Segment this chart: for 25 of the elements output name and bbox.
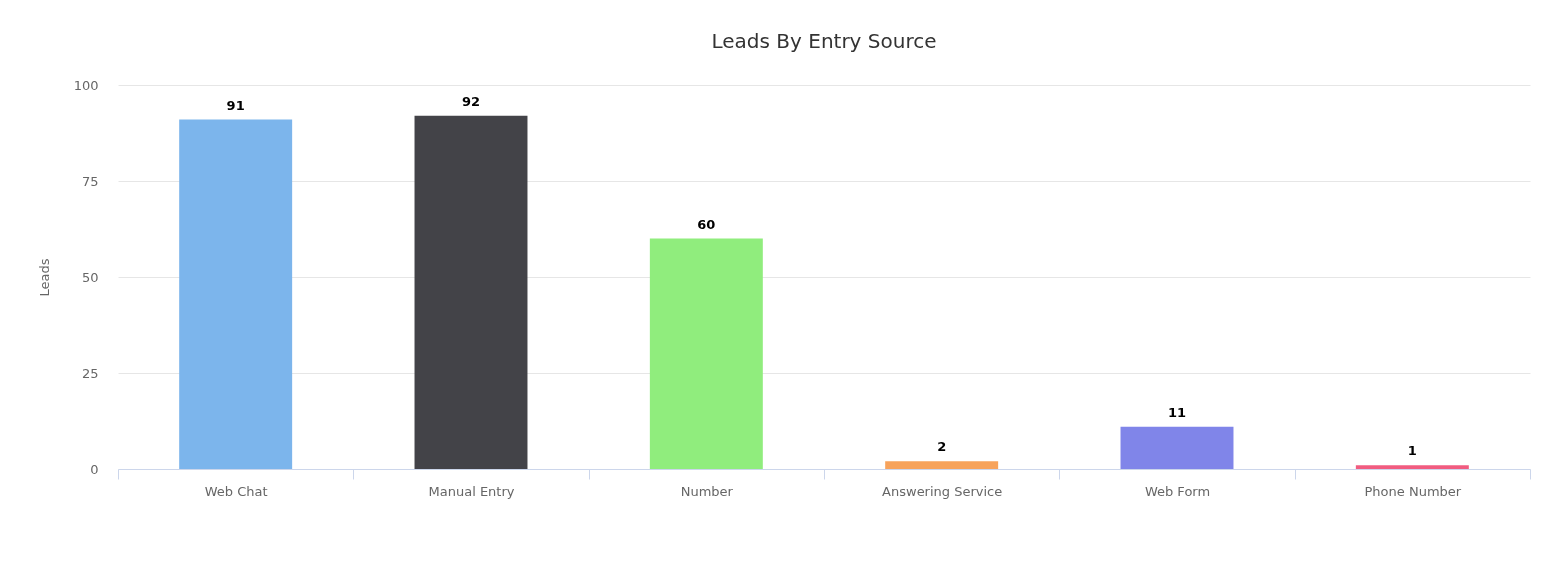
y-tick-label: 0 — [90, 461, 99, 477]
chart-title: Leads By Entry Source — [711, 29, 937, 53]
bar — [649, 238, 763, 469]
data-label: 2 — [937, 439, 947, 455]
y-axis-title: Leads — [36, 258, 52, 297]
x-tick-label: Manual Entry — [428, 483, 515, 499]
x-tick-label: Phone Number — [1364, 483, 1462, 499]
x-tick-label: Number — [680, 483, 734, 499]
x-tick-label: Web Chat — [204, 483, 268, 499]
data-label: 1 — [1407, 443, 1417, 459]
bar — [414, 115, 528, 469]
bar — [179, 119, 293, 469]
data-label: 60 — [697, 216, 716, 232]
data-label: 91 — [226, 97, 245, 113]
data-label: 11 — [1167, 404, 1187, 420]
y-tick-label: 50 — [81, 269, 99, 285]
x-tick-label: Web Form — [1144, 483, 1211, 499]
bar — [885, 461, 999, 469]
x-tick-label: Answering Service — [882, 483, 1003, 499]
y-tick-label: 75 — [81, 173, 99, 189]
bar — [1120, 426, 1234, 469]
y-tick-label: 100 — [73, 77, 99, 93]
data-label: 92 — [461, 93, 481, 109]
bar — [1355, 465, 1469, 469]
y-tick-label: 25 — [81, 365, 99, 381]
